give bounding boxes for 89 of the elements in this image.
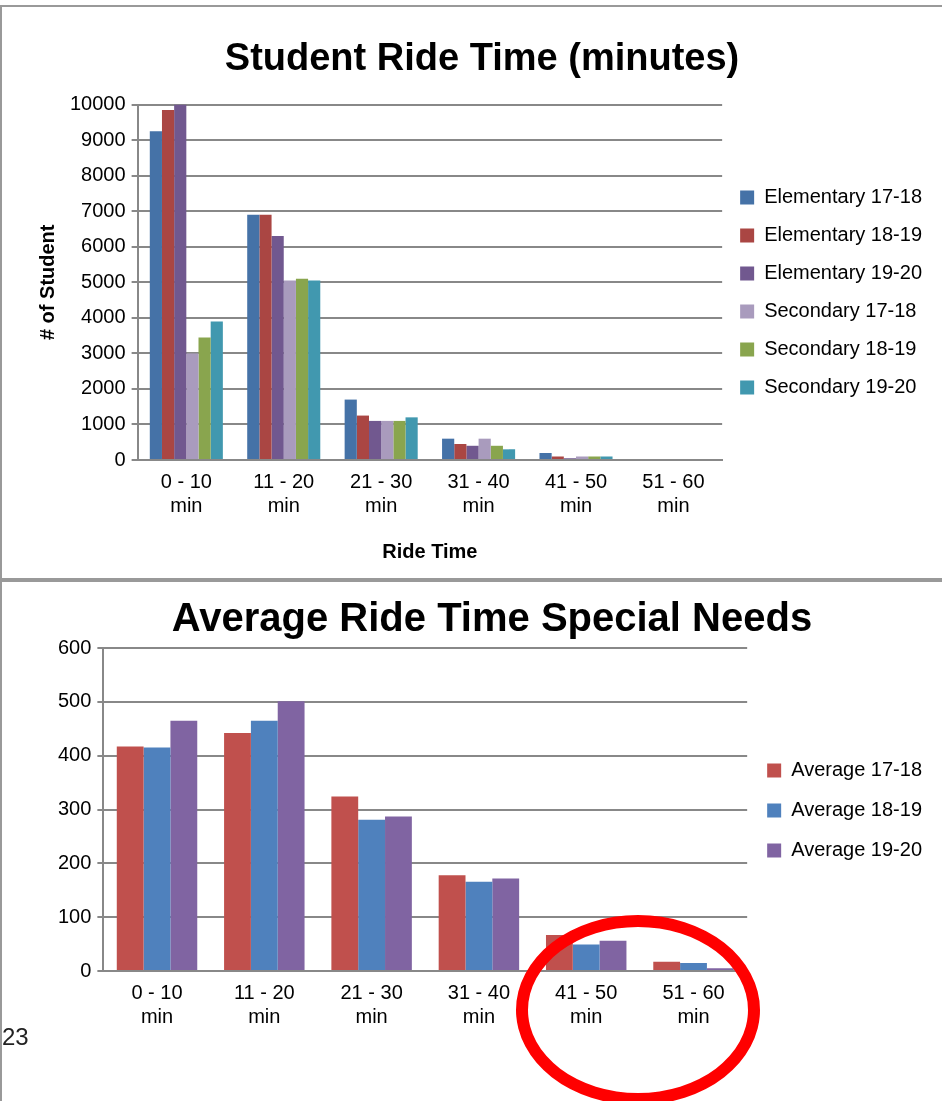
bar xyxy=(490,445,503,459)
bar xyxy=(466,445,479,459)
bar xyxy=(502,449,516,459)
x-tick-label: 31 - 40 min xyxy=(447,980,511,1027)
bar xyxy=(680,962,707,970)
bar xyxy=(478,438,491,459)
bar xyxy=(198,337,211,459)
bar xyxy=(393,420,406,459)
x-tick-label: 11 - 20 min xyxy=(253,469,315,516)
x-tick-label: 51 - 60 min xyxy=(662,980,725,1027)
bar xyxy=(572,944,600,970)
bar xyxy=(492,878,520,970)
y-tick-label: 500 xyxy=(57,689,92,712)
bar xyxy=(161,109,175,459)
x-tick-label: 0 - 10 min xyxy=(131,980,183,1027)
bar xyxy=(438,875,466,970)
bar xyxy=(277,701,305,970)
bar xyxy=(381,420,394,459)
x-tick-label: 21 - 30 min xyxy=(350,469,413,516)
legend-label: Elementary 17-18 xyxy=(764,185,923,208)
bar xyxy=(358,819,386,970)
y-tick-label: 1000 xyxy=(81,411,126,434)
x-tick-label: 21 - 30 min xyxy=(340,980,403,1027)
bar xyxy=(599,940,627,970)
y-tick-label: 8000 xyxy=(81,163,126,186)
bar xyxy=(600,456,613,459)
y-tick-label: 9000 xyxy=(81,127,126,150)
x-tick-label: 51 - 60 min xyxy=(642,469,705,516)
bar xyxy=(653,961,681,970)
x-tick-label: 31 - 40 min xyxy=(447,469,510,516)
bar xyxy=(116,746,144,970)
y-tick-label: 6000 xyxy=(81,234,126,257)
y-tick-label: 4000 xyxy=(81,305,126,328)
chart-title: Average Ride Time Special Needs xyxy=(171,595,813,640)
chart-title: Student Ride Time (minutes) xyxy=(224,36,740,79)
y-tick-label: 3000 xyxy=(81,340,126,363)
bar xyxy=(224,733,251,970)
y-tick-label: 2000 xyxy=(81,376,126,399)
y-tick-label: 0 xyxy=(114,447,126,470)
bar xyxy=(271,236,284,459)
bar xyxy=(551,456,564,459)
bar xyxy=(576,456,589,459)
bar xyxy=(283,280,296,459)
bar xyxy=(143,747,171,970)
legend-label: Average 17-18 xyxy=(791,758,922,781)
bar xyxy=(170,720,198,970)
legend-label: Elementary 19-20 xyxy=(764,261,923,284)
x-tick-label: 41 - 50 min xyxy=(555,980,618,1027)
bar xyxy=(385,816,412,970)
y-tick-label: 0 xyxy=(80,958,92,981)
y-tick-label: 7000 xyxy=(81,198,126,221)
bar xyxy=(295,278,309,459)
legend-label: Elementary 18-19 xyxy=(764,223,923,246)
bar xyxy=(308,280,321,459)
text: 23 xyxy=(2,1023,29,1051)
legend-label: Average 19-20 xyxy=(791,838,922,861)
x-tick-label: 0 - 10 min xyxy=(160,469,212,516)
x-axis-title: Ride Time xyxy=(382,539,478,562)
y-axis-title: # of Student xyxy=(35,224,58,341)
bar xyxy=(356,415,369,459)
y-tick-label: 400 xyxy=(57,743,92,766)
bar xyxy=(210,321,223,459)
y-tick-label: 600 xyxy=(57,635,92,658)
bar xyxy=(588,456,601,459)
x-tick-label: 41 - 50 min xyxy=(544,469,608,516)
bar xyxy=(174,104,187,459)
bar xyxy=(331,796,359,970)
y-tick-label: 10000 xyxy=(69,92,126,115)
y-tick-label: 5000 xyxy=(81,269,126,292)
legend-label: Secondary 19-20 xyxy=(764,375,917,398)
legend-label: Secondary 17-18 xyxy=(764,299,917,322)
y-tick-label: 300 xyxy=(57,797,92,820)
bar xyxy=(247,214,260,459)
bar xyxy=(405,417,418,459)
bar xyxy=(454,444,467,459)
legend-label: Average 18-19 xyxy=(791,798,922,821)
y-tick-label: 100 xyxy=(57,904,92,927)
bar xyxy=(442,438,455,459)
bar xyxy=(186,353,199,459)
y-tick-label: 200 xyxy=(57,850,92,873)
bar xyxy=(149,131,162,459)
bar xyxy=(344,399,357,459)
bar xyxy=(259,214,272,459)
bar xyxy=(368,420,382,459)
bar xyxy=(465,881,493,970)
legend-label: Secondary 18-19 xyxy=(764,337,917,360)
bar xyxy=(250,720,278,970)
x-tick-label: 11 - 20 min xyxy=(233,980,295,1027)
bar xyxy=(539,452,552,459)
